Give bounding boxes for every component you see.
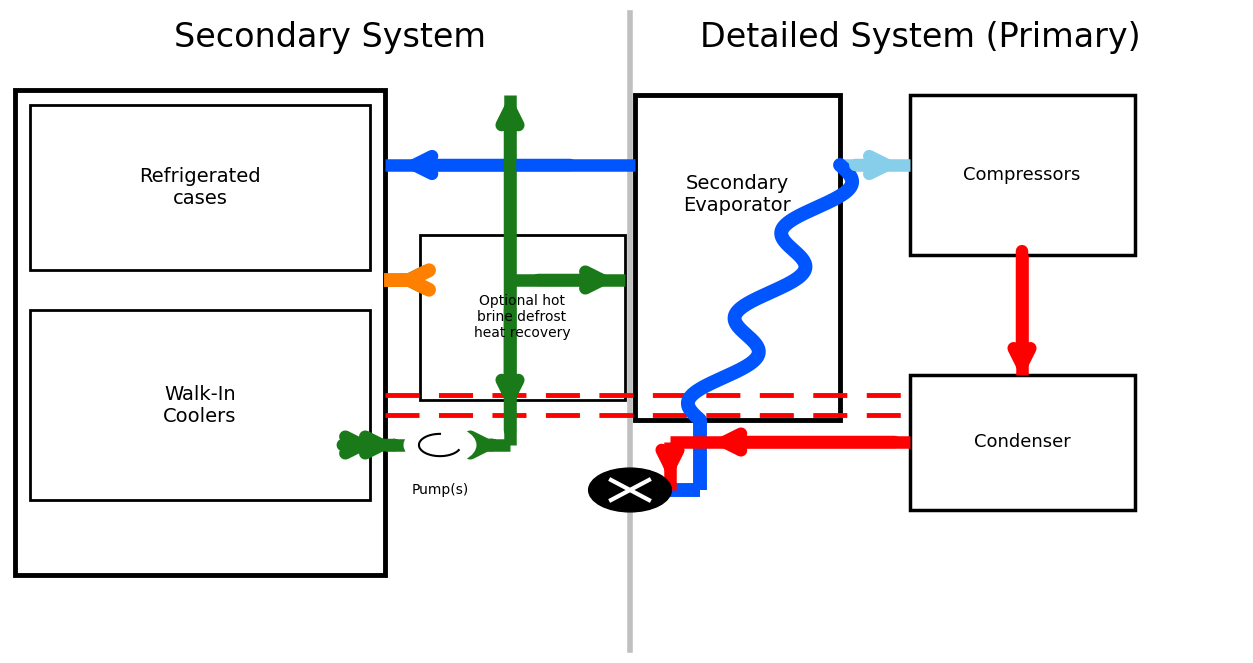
- Text: Pump(s): Pump(s): [411, 483, 469, 497]
- Bar: [30, 105, 370, 270]
- Bar: [635, 95, 840, 420]
- Bar: [910, 375, 1135, 510]
- Bar: [910, 95, 1135, 255]
- Bar: [420, 235, 625, 400]
- Text: Compressors: Compressors: [964, 166, 1080, 184]
- Text: Detailed System (Primary): Detailed System (Primary): [699, 21, 1140, 54]
- Text: Secondary System: Secondary System: [174, 21, 486, 54]
- Circle shape: [405, 426, 475, 463]
- Text: Secondary
Evaporator: Secondary Evaporator: [683, 174, 791, 215]
- Text: Condenser: Condenser: [974, 433, 1070, 451]
- Bar: [30, 310, 370, 500]
- Bar: [15, 90, 385, 575]
- Text: Refrigerated
cases: Refrigerated cases: [139, 168, 261, 208]
- Text: Optional hot
brine defrost
heat recovery: Optional hot brine defrost heat recovery: [474, 294, 570, 340]
- Text: Walk-In
Coolers: Walk-In Coolers: [163, 385, 237, 426]
- Circle shape: [589, 468, 672, 512]
